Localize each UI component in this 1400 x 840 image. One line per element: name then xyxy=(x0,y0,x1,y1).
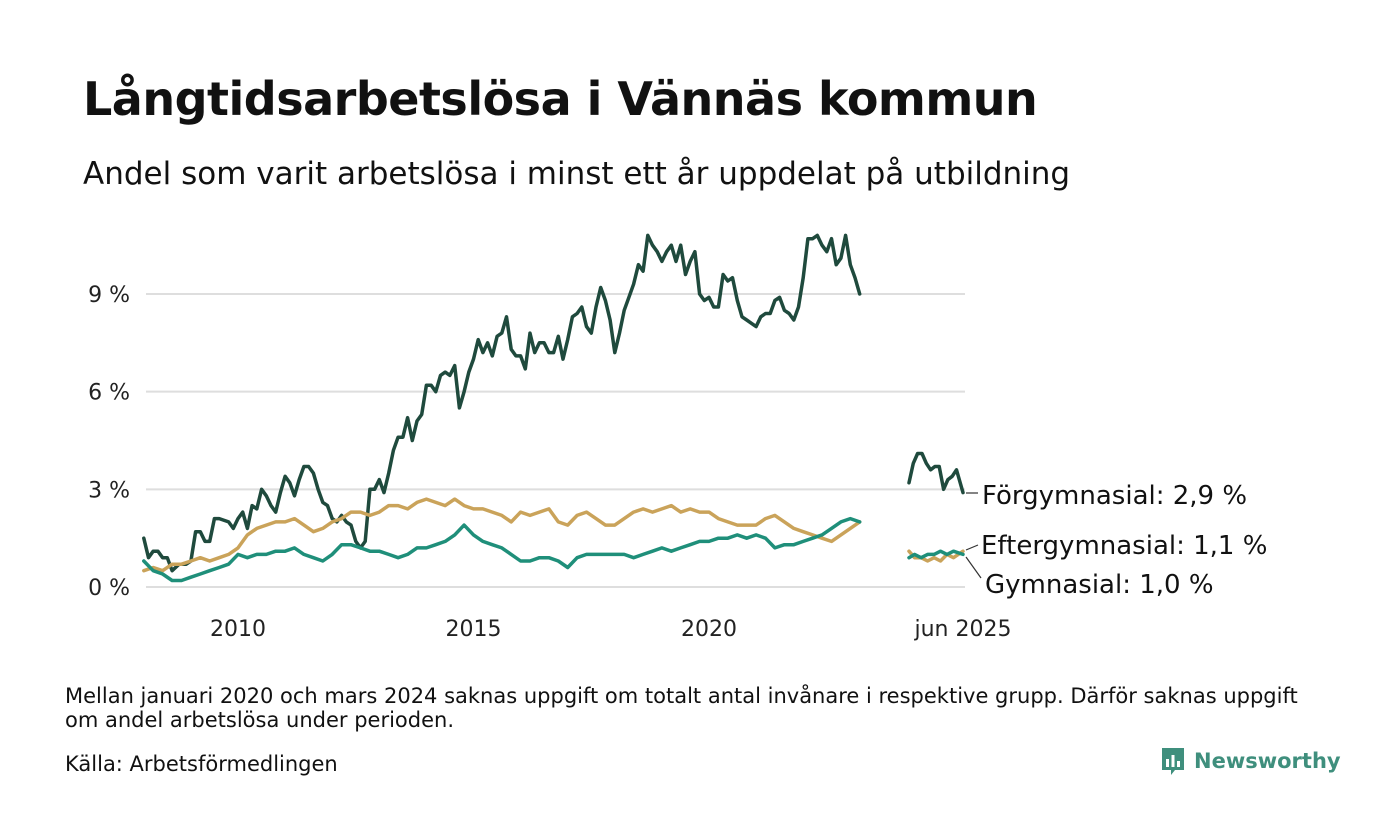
y-tick-label: 3 % xyxy=(88,478,130,503)
chart-subtitle: Andel som varit arbetslösa i minst ett å… xyxy=(83,156,1071,192)
series-line-forgymnasial-1 xyxy=(907,451,965,495)
series-label-eftergymnasial: Eftergymnasial: 1,1 % xyxy=(981,531,1267,561)
leader-line-eftergymnasial xyxy=(965,544,979,551)
x-tick-label: jun 2025 xyxy=(914,617,1012,642)
series-labels: Förgymnasial: 2,9 % Eftergymnasial: 1,1 %… xyxy=(965,481,1267,600)
series-line-eftergymnasial-1 xyxy=(907,549,965,563)
series-label-gymnasial: Gymnasial: 1,0 % xyxy=(985,570,1214,600)
x-tick-label: 2020 xyxy=(681,617,737,642)
series-line-forgymnasial-0 xyxy=(142,233,862,573)
brand-logo: Newsworthy xyxy=(1160,746,1341,776)
y-tick-label: 6 % xyxy=(88,381,130,406)
x-tick-label: 2015 xyxy=(446,617,502,642)
brand-name: Newsworthy xyxy=(1194,749,1341,773)
series-label-forgymnasial: Förgymnasial: 2,9 % xyxy=(982,481,1247,511)
chart-title: Långtidsarbetslösa i Vännäs kommun xyxy=(83,72,1038,126)
axis-labels: 0 % 3 % 6 % 9 % 2010 2015 2020 jun 2025 xyxy=(88,283,1011,642)
grid-lines xyxy=(146,293,965,588)
series-lines xyxy=(142,233,965,583)
series-line-gymnasial-1 xyxy=(907,549,965,560)
x-tick-label: 2010 xyxy=(210,617,266,642)
leader-line-gymnasial xyxy=(965,556,982,579)
series-line-eftergymnasial-0 xyxy=(142,497,862,573)
y-tick-label: 9 % xyxy=(88,283,130,308)
series-line-gymnasial-0 xyxy=(142,516,862,583)
line-chart: 0 % 3 % 6 % 9 % 2010 2015 2020 jun 2025 Förgymn… xyxy=(88,233,1267,642)
bar-chart-logo-icon xyxy=(1162,748,1184,775)
y-tick-label: 0 % xyxy=(88,576,130,601)
source-credit: Källa: Arbetsförmedlingen xyxy=(65,752,338,776)
footnote: Mellan januari 2020 och mars 2024 saknas… xyxy=(65,684,1298,732)
